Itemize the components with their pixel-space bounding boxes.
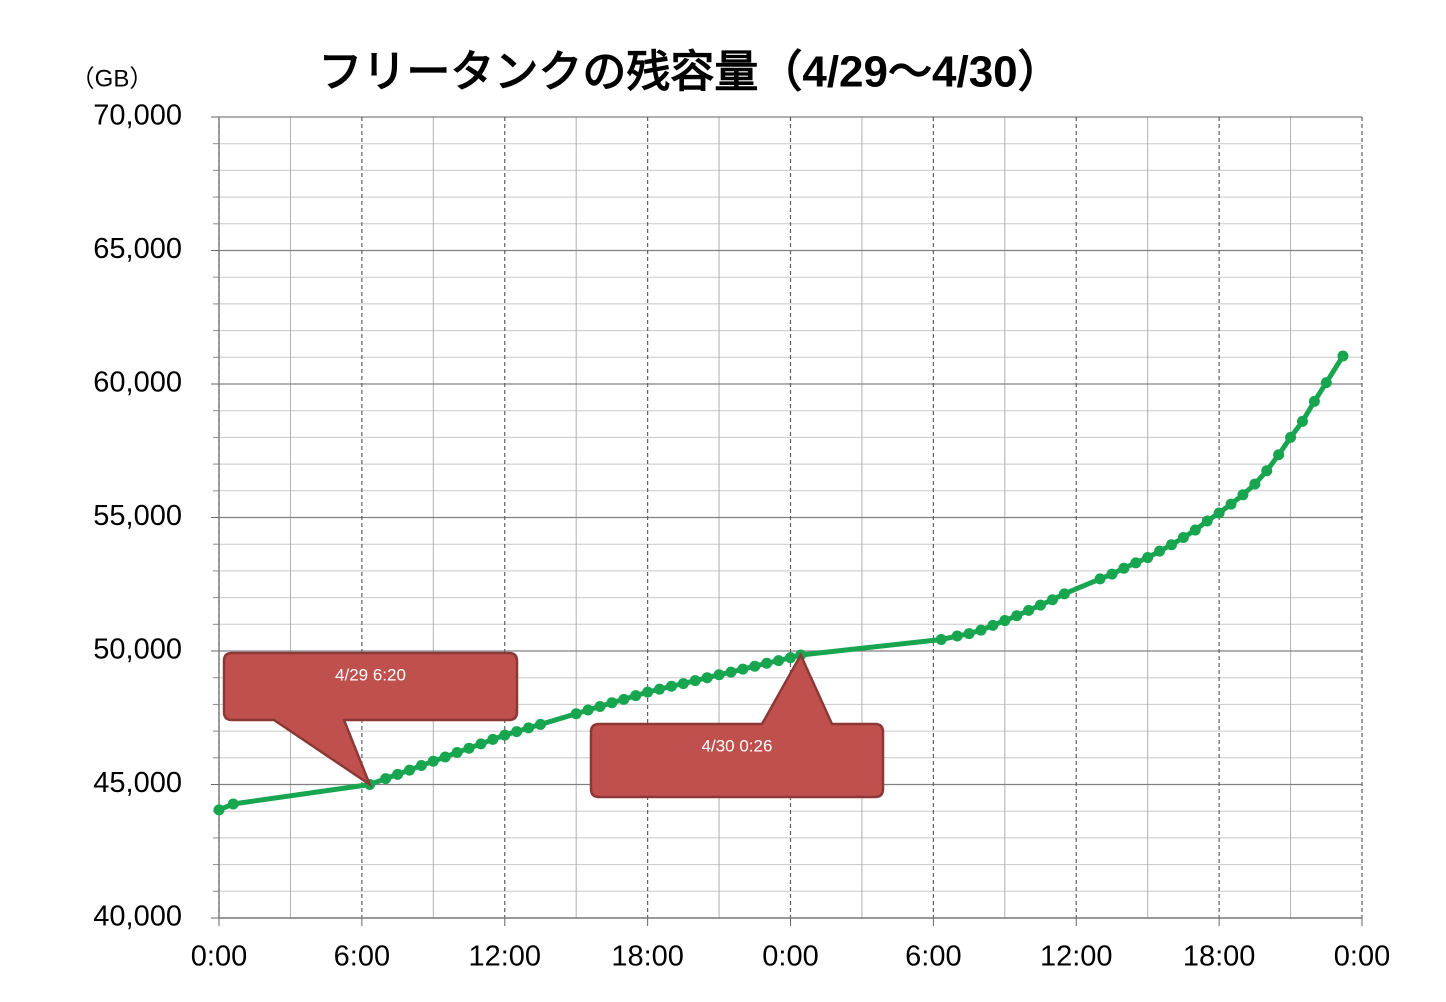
point	[1130, 557, 1142, 569]
point	[1142, 552, 1154, 564]
y-tick-label: 40,000	[93, 901, 182, 933]
point	[713, 669, 725, 681]
point	[987, 619, 999, 631]
point	[1154, 545, 1166, 557]
point	[701, 672, 713, 684]
point	[1273, 449, 1285, 461]
point	[935, 634, 947, 646]
point	[642, 686, 654, 698]
point	[725, 666, 737, 678]
point	[654, 683, 666, 695]
callout-text: 4/29 6:20	[335, 665, 406, 684]
point	[1011, 610, 1023, 622]
point	[415, 760, 427, 772]
point	[439, 751, 451, 763]
callout: 4/29 6:20	[222, 651, 519, 788]
point	[392, 768, 404, 780]
y-tick-label: 60,000	[93, 367, 182, 399]
point	[1177, 532, 1189, 544]
point	[1201, 515, 1213, 527]
point	[1058, 588, 1070, 600]
callout-shape	[589, 652, 885, 799]
point	[618, 693, 630, 705]
point	[606, 697, 618, 709]
point	[999, 615, 1011, 627]
point	[511, 726, 523, 738]
point	[737, 663, 749, 675]
y-tick-label: 50,000	[93, 634, 182, 666]
point	[570, 708, 582, 720]
point	[1094, 573, 1106, 585]
point	[1237, 489, 1249, 501]
point	[689, 675, 701, 687]
point	[213, 804, 225, 816]
y-tick-label: 45,000	[93, 767, 182, 799]
x-tick-label: 18:00	[1183, 941, 1256, 973]
x-tick-label: 12:00	[1040, 941, 1113, 973]
callout-text: 4/30 0:26	[702, 736, 773, 755]
point	[1213, 507, 1225, 519]
point	[630, 690, 642, 702]
point	[594, 701, 606, 713]
point	[665, 680, 677, 692]
point	[499, 729, 511, 741]
point	[427, 755, 439, 767]
point	[749, 660, 761, 672]
point	[1023, 604, 1035, 616]
callout-shape	[222, 651, 519, 788]
x-tick-label: 18:00	[611, 941, 684, 973]
point	[761, 657, 773, 669]
point	[487, 733, 499, 745]
point	[1166, 539, 1177, 551]
point	[975, 624, 987, 636]
point	[773, 655, 785, 667]
point	[1285, 431, 1297, 443]
point	[1118, 562, 1130, 574]
point	[463, 742, 475, 754]
y-tick-label: 65,000	[93, 233, 182, 265]
point	[1308, 395, 1320, 407]
point	[534, 718, 546, 730]
point	[475, 738, 487, 750]
y-unit: （GB）	[71, 65, 154, 92]
point	[951, 630, 963, 642]
point	[1320, 377, 1332, 389]
point	[1296, 415, 1308, 427]
point	[1189, 524, 1201, 536]
point	[227, 798, 239, 810]
point	[963, 628, 975, 640]
point	[785, 652, 796, 664]
point	[404, 764, 415, 776]
y-tick-label: 55,000	[93, 500, 182, 532]
y-tick-label: 70,000	[93, 100, 182, 132]
point	[1249, 478, 1261, 490]
point	[1046, 594, 1058, 606]
x-tick-label: 6:00	[905, 941, 961, 973]
x-tick-label: 0:00	[191, 941, 247, 973]
point	[1261, 465, 1273, 477]
point	[1035, 599, 1047, 611]
callout: 4/30 0:26	[589, 652, 885, 799]
x-tick-label: 0:00	[1334, 941, 1390, 973]
point	[1106, 568, 1118, 580]
point	[523, 722, 535, 734]
chart-title: フリータンクの残容量（4/29～4/30）	[318, 48, 1061, 97]
x-tick-label: 12:00	[468, 941, 541, 973]
x-tick-label: 6:00	[334, 941, 390, 973]
point	[1225, 498, 1237, 510]
point	[380, 773, 392, 785]
point	[1337, 350, 1349, 362]
point	[677, 678, 689, 690]
x-tick-label: 0:00	[762, 941, 818, 973]
point	[451, 746, 463, 758]
point	[582, 704, 594, 716]
